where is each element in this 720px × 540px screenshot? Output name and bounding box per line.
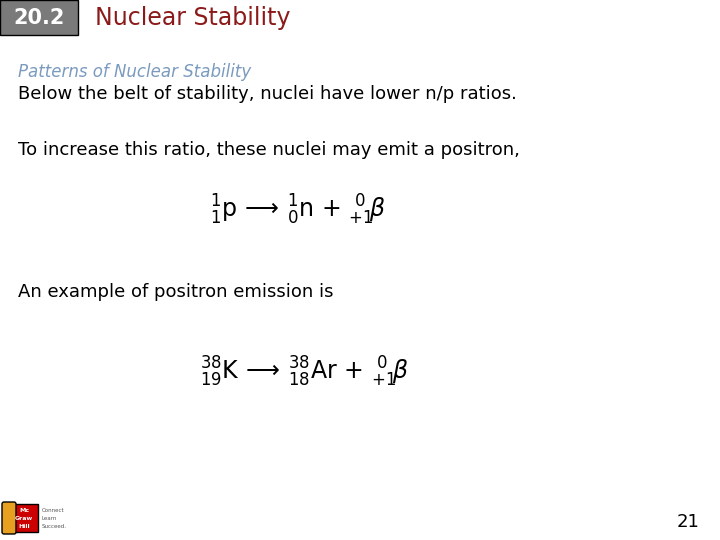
Text: Below the belt of stability, nuclei have lower n/p ratios.: Below the belt of stability, nuclei have… xyxy=(18,85,517,103)
Text: Learn: Learn xyxy=(42,516,58,521)
FancyBboxPatch shape xyxy=(0,0,78,35)
FancyBboxPatch shape xyxy=(10,504,38,532)
Text: Graw: Graw xyxy=(15,516,33,521)
Text: Hill: Hill xyxy=(18,523,30,529)
Text: To increase this ratio, these nuclei may emit a positron,: To increase this ratio, these nuclei may… xyxy=(18,141,520,159)
Text: $\mathregular{^{1}_{1}}$p$\,\longrightarrow\,$$\mathregular{^{1}_{0}}$n $+$ $\ma: $\mathregular{^{1}_{1}}$p$\,\longrightar… xyxy=(210,193,387,227)
Text: Patterns of Nuclear Stability: Patterns of Nuclear Stability xyxy=(18,63,251,81)
Text: An example of positron emission is: An example of positron emission is xyxy=(18,283,333,301)
Text: 20.2: 20.2 xyxy=(13,8,65,28)
Text: Mc: Mc xyxy=(19,508,29,512)
Text: Succeed.: Succeed. xyxy=(42,523,67,529)
FancyBboxPatch shape xyxy=(2,502,16,534)
Text: Connect: Connect xyxy=(42,508,65,512)
Text: $\mathregular{^{38}_{19}}$K$\,\longrightarrow\,$$\mathregular{^{38}_{18}}$Ar $+$: $\mathregular{^{38}_{19}}$K$\,\longright… xyxy=(200,355,409,389)
Text: Nuclear Stability: Nuclear Stability xyxy=(95,6,290,30)
Text: 21: 21 xyxy=(677,513,700,531)
